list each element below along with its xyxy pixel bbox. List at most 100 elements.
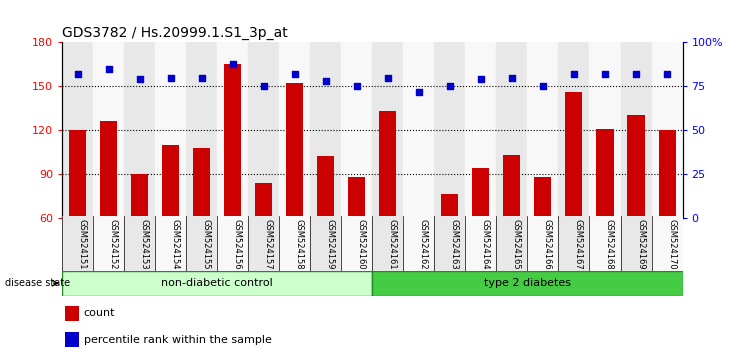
Bar xyxy=(620,42,652,218)
Text: GSM524168: GSM524168 xyxy=(605,219,614,269)
Point xyxy=(320,78,331,84)
Text: GSM524167: GSM524167 xyxy=(574,219,583,269)
Text: GSM524161: GSM524161 xyxy=(388,219,397,269)
Point xyxy=(196,75,207,80)
Point xyxy=(661,71,673,77)
Bar xyxy=(528,216,558,271)
Bar xyxy=(590,216,620,271)
Bar xyxy=(342,42,372,218)
Bar xyxy=(286,84,303,218)
Text: GSM524163: GSM524163 xyxy=(450,219,459,269)
Bar xyxy=(310,42,342,218)
Bar xyxy=(658,130,675,218)
Bar xyxy=(466,42,496,218)
Bar xyxy=(410,216,427,218)
Point xyxy=(165,75,177,80)
Bar xyxy=(372,42,404,218)
Bar xyxy=(193,148,210,218)
Bar xyxy=(620,216,652,271)
Bar xyxy=(62,42,93,218)
FancyBboxPatch shape xyxy=(372,271,683,296)
Point xyxy=(444,84,456,89)
Bar xyxy=(404,42,434,218)
Text: GSM524170: GSM524170 xyxy=(667,219,676,269)
Bar xyxy=(93,216,124,271)
Text: GSM524158: GSM524158 xyxy=(295,219,304,269)
Bar xyxy=(342,216,372,271)
Bar xyxy=(652,42,683,218)
Bar xyxy=(348,177,365,218)
Bar xyxy=(628,115,645,218)
Bar xyxy=(318,156,334,218)
Bar xyxy=(279,42,310,218)
Text: GSM524159: GSM524159 xyxy=(326,219,335,269)
Text: percentile rank within the sample: percentile rank within the sample xyxy=(84,335,272,345)
Bar xyxy=(590,42,620,218)
Bar xyxy=(93,42,124,218)
Bar xyxy=(131,174,148,218)
Bar xyxy=(255,183,272,218)
Bar xyxy=(596,129,613,218)
Text: GSM524154: GSM524154 xyxy=(171,219,180,269)
Bar xyxy=(65,332,79,347)
Bar xyxy=(155,216,186,271)
Bar xyxy=(218,216,248,271)
Point xyxy=(351,84,363,89)
Text: GSM524152: GSM524152 xyxy=(109,219,118,269)
Bar xyxy=(218,42,248,218)
Bar xyxy=(434,216,466,271)
Bar xyxy=(404,216,434,271)
Bar xyxy=(248,42,279,218)
Text: GSM524165: GSM524165 xyxy=(512,219,521,269)
Bar xyxy=(496,42,528,218)
Point xyxy=(537,84,549,89)
Text: type 2 diabetes: type 2 diabetes xyxy=(484,278,571,288)
Point xyxy=(413,89,425,95)
Text: GSM524160: GSM524160 xyxy=(357,219,366,269)
Bar xyxy=(155,42,186,218)
Text: GSM524155: GSM524155 xyxy=(201,219,211,269)
Point xyxy=(289,71,301,77)
Bar xyxy=(534,177,551,218)
Text: GSM524156: GSM524156 xyxy=(233,219,242,269)
Bar xyxy=(248,216,279,271)
Bar xyxy=(558,216,590,271)
Point xyxy=(599,71,611,77)
Bar xyxy=(100,121,117,218)
Text: count: count xyxy=(84,308,115,318)
Point xyxy=(134,76,145,82)
Bar xyxy=(504,155,520,218)
FancyBboxPatch shape xyxy=(62,271,372,296)
Bar xyxy=(372,216,404,271)
Text: GSM524169: GSM524169 xyxy=(636,219,645,269)
Bar xyxy=(472,168,489,218)
Point xyxy=(227,61,239,66)
Bar xyxy=(380,111,396,218)
Bar xyxy=(224,64,241,218)
Bar xyxy=(442,194,458,218)
Text: GSM524164: GSM524164 xyxy=(481,219,490,269)
Point xyxy=(72,71,83,77)
Bar xyxy=(652,216,683,271)
Bar xyxy=(558,42,590,218)
Bar xyxy=(62,216,93,271)
Point xyxy=(630,71,642,77)
Bar xyxy=(69,130,86,218)
Text: GSM524153: GSM524153 xyxy=(139,219,149,269)
Text: non-diabetic control: non-diabetic control xyxy=(161,278,273,288)
Point xyxy=(506,75,518,80)
Bar xyxy=(186,216,218,271)
Bar xyxy=(566,92,583,218)
Bar xyxy=(434,42,466,218)
Point xyxy=(475,76,487,82)
Bar xyxy=(162,145,179,218)
Text: GSM524162: GSM524162 xyxy=(419,219,428,269)
Text: GDS3782 / Hs.20999.1.S1_3p_at: GDS3782 / Hs.20999.1.S1_3p_at xyxy=(62,26,288,40)
Text: GSM524151: GSM524151 xyxy=(77,219,87,269)
Bar xyxy=(279,216,310,271)
Text: GSM524157: GSM524157 xyxy=(264,219,273,269)
Text: GSM524166: GSM524166 xyxy=(543,219,552,269)
Text: disease state: disease state xyxy=(5,278,70,288)
Bar xyxy=(310,216,342,271)
Bar xyxy=(496,216,528,271)
